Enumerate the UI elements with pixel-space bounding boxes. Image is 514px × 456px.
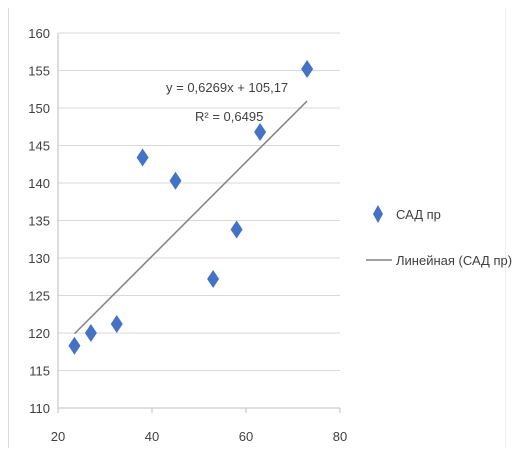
data-point-6: [207, 270, 220, 288]
data-point-9: [301, 60, 314, 78]
x-tick-20: 20: [51, 429, 65, 444]
axes: [57, 33, 341, 413]
trendline-r2: R² = 0,6495: [195, 109, 263, 124]
legend: САД пр Линейная (САД пр): [366, 205, 512, 268]
data-point-1: [68, 336, 81, 355]
x-tick-40: 40: [145, 429, 159, 444]
x-tick-labels: 20 40 60 80: [51, 429, 347, 444]
legend-label-series: САД пр: [396, 207, 441, 222]
y-tick-115: 115: [29, 364, 50, 379]
chart-frame: [8, 8, 506, 448]
trendline-group: [73, 100, 308, 335]
data-point-3: [110, 315, 123, 333]
y-tick-120: 120: [28, 326, 50, 341]
y-tick-110: 110: [29, 401, 50, 416]
legend-label-trendline: Линейная (САД пр): [396, 253, 512, 268]
data-point-7: [230, 220, 243, 239]
y-tick-145: 145: [28, 139, 50, 154]
data-points: [68, 60, 314, 355]
data-point-4: [136, 148, 149, 167]
y-tick-160: 160: [28, 26, 50, 41]
y-tick-140: 140: [28, 176, 50, 191]
data-point-2: [84, 324, 97, 342]
x-tick-80: 80: [333, 429, 347, 444]
y-tick-155: 155: [28, 64, 50, 79]
y-tick-125: 125: [28, 289, 50, 304]
y-tick-150: 150: [28, 101, 50, 116]
legend-marker-diamond: [373, 205, 383, 223]
data-point-5: [169, 171, 182, 190]
y-tick-labels: 110 115 120 125 130 135 140 145 150 155 160: [28, 26, 50, 416]
y-tick-130: 130: [28, 251, 50, 266]
x-tick-60: 60: [239, 429, 253, 444]
gridlines: [58, 32, 340, 371]
data-point-8: [254, 123, 267, 141]
y-tick-135: 135: [28, 214, 50, 229]
trendline-equation: y = 0,6269x + 105,17: [166, 80, 288, 95]
trendline: [73, 100, 308, 335]
